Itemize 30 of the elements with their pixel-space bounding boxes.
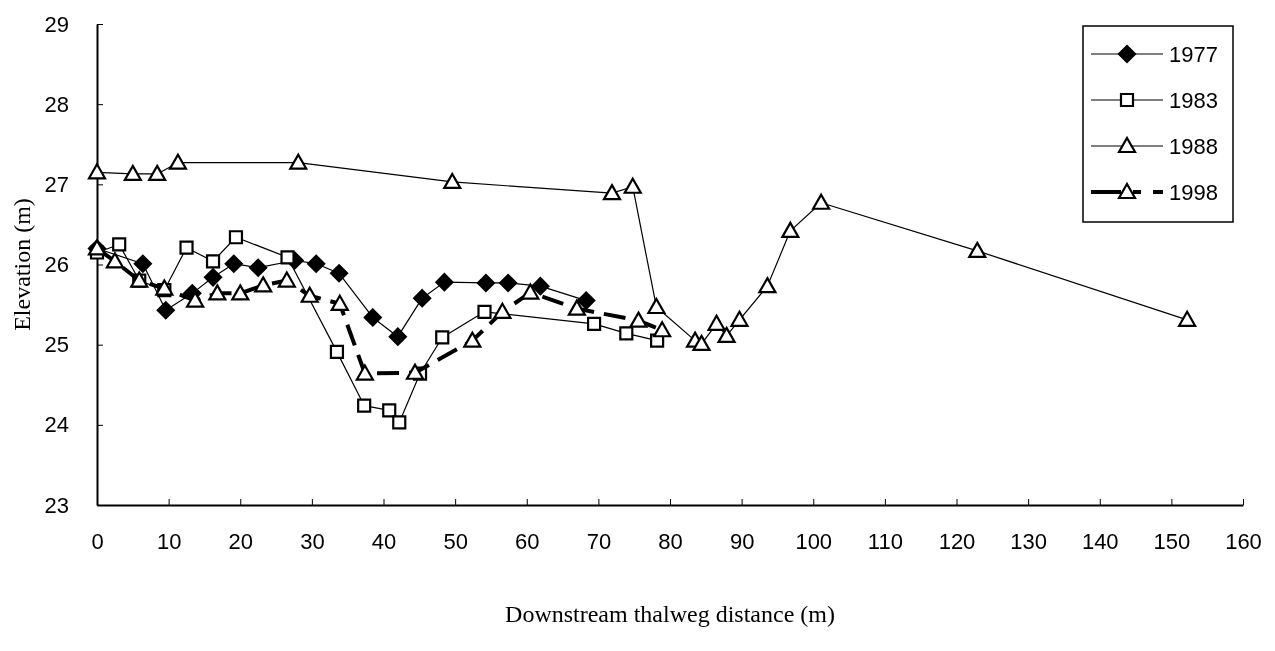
- x-tick-label: 30: [300, 528, 325, 554]
- x-tick-label: 70: [586, 528, 612, 554]
- y-tick-label: 29: [44, 11, 69, 37]
- x-tick-label: 140: [1081, 528, 1119, 554]
- y-tick-label: 24: [44, 412, 69, 438]
- y-tick-label: 25: [44, 332, 69, 358]
- y-tick-label: 28: [44, 91, 69, 117]
- x-tick-label: 150: [1153, 528, 1191, 554]
- y-tick-label: 27: [44, 171, 69, 197]
- x-tick-label: 90: [729, 528, 755, 554]
- x-tick-label: 40: [371, 528, 397, 554]
- x-tick-label: 110: [867, 528, 903, 554]
- x-tick-label: 20: [228, 528, 253, 554]
- x-tick-label: 60: [515, 528, 540, 554]
- x-tick-label: 10: [156, 528, 182, 554]
- x-axis-title: Downstream thalweg distance (m): [505, 601, 835, 627]
- x-tick-label: 80: [658, 528, 683, 554]
- x-tick-label: 160: [1225, 528, 1262, 554]
- x-tick-label: 120: [938, 528, 976, 554]
- legend-label: 1998: [1169, 180, 1218, 205]
- legend-label: 1983: [1169, 88, 1218, 113]
- y-tick-label: 26: [44, 252, 69, 278]
- x-tick-label: 50: [443, 528, 468, 554]
- legend-label: 1988: [1169, 134, 1218, 159]
- x-tick-label: 100: [795, 528, 833, 554]
- legend-label: 1977: [1169, 42, 1218, 67]
- x-tick-label: 130: [1010, 528, 1047, 554]
- y-axis-title: Elevation (m): [9, 198, 35, 331]
- y-tick-label: 23: [44, 492, 69, 518]
- x-tick-label: 0: [91, 528, 104, 554]
